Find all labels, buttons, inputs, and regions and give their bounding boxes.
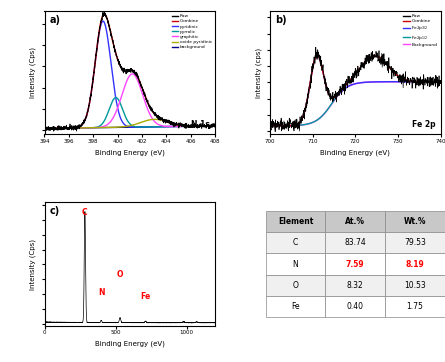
Text: a): a): [50, 14, 61, 25]
Text: N 1s: N 1s: [191, 120, 210, 129]
Y-axis label: Intensity (cps): Intensity (cps): [255, 47, 262, 98]
Y-axis label: Intensity (Cps): Intensity (Cps): [30, 239, 36, 290]
Legend: Raw, Combine, Fe2p$_{3/2}$, Fe2p$_{1/2}$, Background: Raw, Combine, Fe2p$_{3/2}$, Fe2p$_{1/2}$…: [403, 13, 438, 48]
Y-axis label: Intensity (Cps): Intensity (Cps): [30, 47, 36, 98]
Text: c): c): [50, 206, 60, 216]
Text: Fe: Fe: [140, 291, 150, 300]
X-axis label: Binding Energy (eV): Binding Energy (eV): [320, 149, 390, 156]
Text: O: O: [117, 270, 123, 279]
Legend: Raw, Combine, pyridinic, pyrrolic, graphitic, oxide pyridinic, background: Raw, Combine, pyridinic, pyrrolic, graph…: [171, 13, 213, 50]
Text: C: C: [82, 208, 88, 217]
X-axis label: Binding Energy (eV): Binding Energy (eV): [95, 149, 165, 156]
Text: Fe 2p: Fe 2p: [412, 120, 435, 129]
Text: b): b): [275, 14, 287, 25]
X-axis label: Binding Energy (eV): Binding Energy (eV): [95, 341, 165, 347]
Text: N: N: [98, 288, 105, 297]
